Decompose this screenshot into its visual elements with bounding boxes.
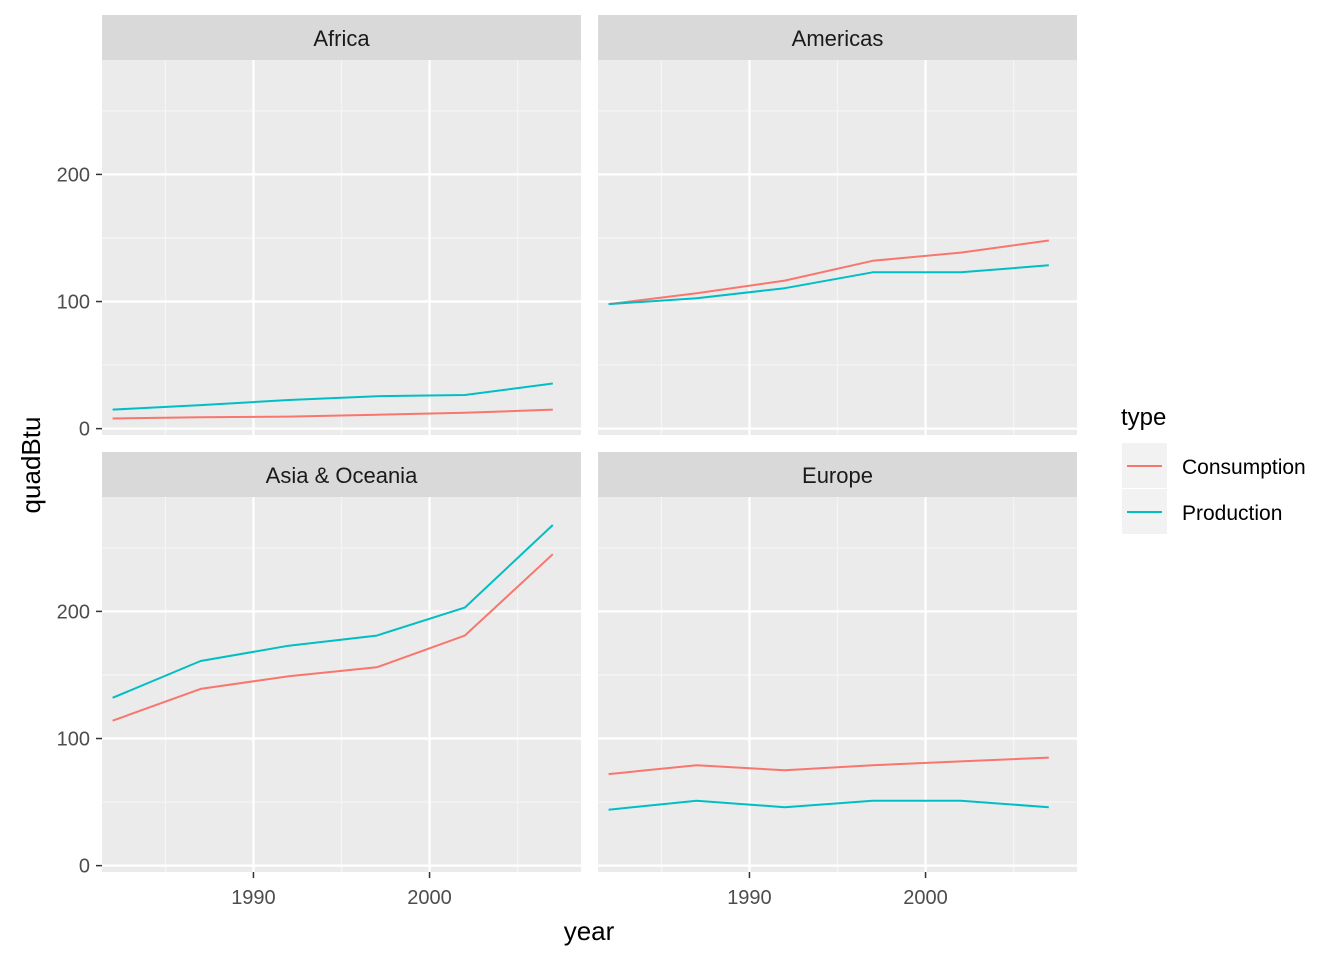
series-line-production <box>608 799 1049 811</box>
y-tick-label: 200 <box>57 164 90 186</box>
y-tick-label: 100 <box>57 729 90 751</box>
x-tick-label: 1990 <box>231 887 276 909</box>
facet-title: Americas <box>792 26 884 51</box>
series-line-consumption <box>608 756 1049 776</box>
legend-label: Consumption <box>1182 456 1306 479</box>
facet-title: Asia & Oceania <box>266 463 418 488</box>
legend-label: Production <box>1182 502 1282 525</box>
facet-panel: Europe <box>598 452 1077 872</box>
facet-strip <box>102 452 581 497</box>
y-axis: 0 100 200 0 100 200 <box>57 164 102 878</box>
facet-strip <box>598 452 1077 497</box>
x-tick-label: 2000 <box>903 887 948 909</box>
y-tick-label: 200 <box>57 601 90 623</box>
facet-panel: Asia & Oceania <box>102 452 581 872</box>
x-axis: 1990 2000 1990 2000 <box>231 872 948 909</box>
series-line-production <box>608 264 1049 306</box>
series-line-consumption <box>608 239 1049 306</box>
facet-title: Europe <box>802 463 873 488</box>
y-tick-label: 100 <box>57 292 90 314</box>
legend-entry: Production <box>1122 489 1282 534</box>
y-tick-label: 0 <box>79 419 90 441</box>
legend-title: type <box>1121 404 1166 431</box>
facet-panels: Africa Americas Asia & Oceania Europe <box>102 15 1077 872</box>
series-line-production <box>112 524 554 699</box>
x-axis-title: year <box>564 916 615 946</box>
facet-title: Africa <box>313 26 370 51</box>
facet-panel: Africa <box>102 15 581 435</box>
legend-entry: Consumption <box>1122 443 1306 488</box>
y-tick-label: 0 <box>79 856 90 878</box>
x-tick-label: 1990 <box>727 887 772 909</box>
x-tick-label: 2000 <box>407 887 452 909</box>
y-axis-title: quadBtu <box>16 417 46 514</box>
series-line-consumption <box>112 408 553 420</box>
facet-panel: Americas <box>598 15 1077 435</box>
legend: type Consumption Production <box>1121 404 1306 534</box>
facet-strip <box>598 15 1077 60</box>
series-line-consumption <box>112 553 554 722</box>
facet-strip <box>102 15 581 60</box>
series-line-production <box>112 382 553 411</box>
